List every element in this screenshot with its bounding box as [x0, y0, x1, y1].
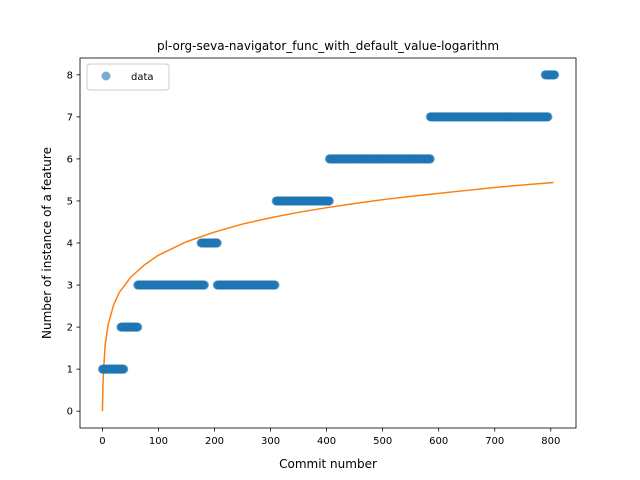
x-tick-label: 400 — [317, 436, 336, 447]
y-tick-label: 5 — [67, 196, 73, 207]
fit-layer — [101, 181, 554, 412]
data-point — [199, 280, 209, 290]
points-layer — [97, 70, 560, 374]
x-axis-label: Commit number — [279, 457, 377, 471]
data-point — [133, 322, 143, 332]
data-point — [550, 70, 560, 80]
axes-layer: 0 100 200 300 400 500 600 700 800 0 1 2 3 4 5 6 7 8 — [67, 57, 577, 447]
y-tick-label: 7 — [67, 112, 73, 123]
y-tick-label: 4 — [67, 239, 73, 250]
chart-title: pl-org-seva-navigator_func_with_default_… — [157, 39, 499, 53]
x-tick-label: 100 — [149, 436, 168, 447]
x-tick-label: 600 — [429, 436, 448, 447]
legend: data — [86, 63, 170, 91]
data-point — [212, 238, 222, 248]
legend-marker-data — [101, 71, 111, 81]
data-point — [425, 154, 435, 164]
fit-line — [101, 181, 554, 412]
y-tick-label: 6 — [67, 154, 73, 165]
data-point — [324, 196, 334, 206]
x-tick-label: 700 — [485, 436, 504, 447]
data-point — [543, 112, 553, 122]
data-point — [270, 280, 280, 290]
y-tick-label: 8 — [67, 70, 73, 81]
x-tick-label: 800 — [541, 436, 560, 447]
y-tick-label: 3 — [67, 281, 73, 292]
x-tick-label: 200 — [205, 436, 224, 447]
legend-label-data: data — [131, 72, 154, 83]
data-point — [119, 364, 129, 374]
x-tick-label: 500 — [373, 436, 392, 447]
x-tick-label: 300 — [261, 436, 280, 447]
y-tick-label: 0 — [67, 407, 73, 418]
x-tick-label: 0 — [99, 436, 105, 447]
y-tick-label: 2 — [67, 323, 73, 334]
legend-box — [86, 63, 170, 91]
y-axis-label: Number of instance of a feature — [40, 147, 54, 339]
y-tick-label: 1 — [67, 365, 73, 376]
